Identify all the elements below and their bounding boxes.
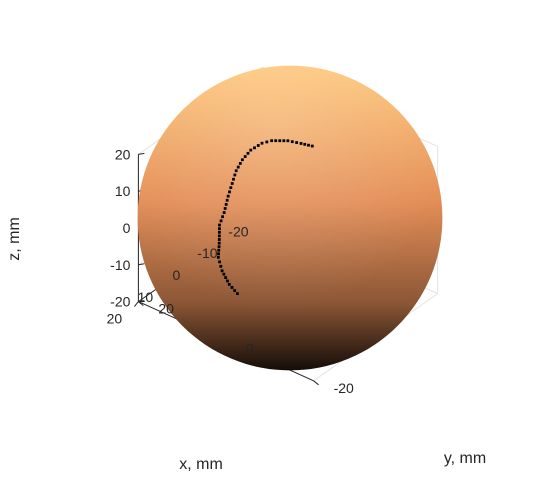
trajectory-point	[221, 215, 224, 219]
trajectory-point	[278, 139, 282, 143]
z-tick-mark	[138, 300, 145, 303]
sphere-highlight	[137, 65, 443, 371]
x-tick-label: 20	[107, 311, 123, 327]
trajectory-point	[265, 140, 269, 144]
trajectory-point	[290, 140, 294, 144]
trajectory-point	[226, 279, 229, 283]
sphere-surface	[137, 65, 443, 371]
trajectory-point	[232, 177, 235, 181]
x-tick-label: 0	[173, 267, 181, 283]
trajectory-point	[222, 272, 226, 276]
trajectory-point	[223, 207, 227, 210]
z-tick-label: -10	[110, 257, 130, 273]
trajectory-point	[256, 144, 260, 147]
trajectory-point	[270, 139, 274, 143]
trajectory-point	[299, 142, 303, 145]
trajectory-point	[218, 227, 221, 231]
trajectory-point	[217, 241, 221, 245]
trajectory-point	[228, 190, 231, 194]
trajectory-point	[282, 139, 286, 143]
trajectory-point	[217, 252, 220, 256]
y-tick-mark	[313, 380, 319, 386]
trajectory-point	[218, 223, 221, 227]
trajectory-point	[217, 230, 221, 234]
trajectory-point	[217, 245, 221, 249]
y-tick-mark	[138, 301, 144, 306]
x-axis-label: x, mm	[179, 456, 223, 473]
x-tick-label: 10	[138, 289, 154, 305]
y-tick-label: 20	[158, 301, 174, 317]
trajectory-point	[295, 141, 299, 144]
trajectory-point	[217, 234, 221, 238]
trajectory-point	[220, 269, 224, 273]
trajectory-point	[224, 202, 228, 206]
trajectory-point	[216, 255, 220, 259]
trajectory-point	[286, 139, 290, 143]
z-tick-label: 10	[115, 183, 131, 199]
trajectory-point	[230, 286, 234, 289]
x-tick-mark	[134, 301, 139, 307]
trajectory-point	[243, 155, 247, 158]
z-tick-label: -20	[110, 294, 130, 310]
x-tick-label: -10	[197, 245, 217, 261]
x-tick-label: -20	[228, 223, 248, 239]
y-axis-label: y, mm	[444, 450, 486, 467]
y-tick-label: -20	[334, 380, 354, 396]
trajectory-point	[222, 211, 226, 214]
z-tick-label: 20	[115, 146, 131, 162]
trajectory-point	[227, 282, 231, 286]
z-axis-label: z, mm	[6, 217, 23, 261]
trajectory-point	[240, 158, 244, 162]
trajectory-point	[249, 148, 253, 152]
trajectory-point	[226, 194, 230, 198]
trajectory-point	[229, 186, 233, 190]
trajectory-point	[218, 260, 221, 264]
trajectory-point	[274, 139, 278, 143]
trajectory-point	[217, 238, 221, 241]
trajectory-point	[233, 173, 237, 177]
trajectory-point	[310, 144, 314, 148]
trajectory-point	[219, 219, 223, 223]
z-tick-mark	[138, 152, 145, 155]
trajectory-point	[225, 198, 229, 202]
trajectory-point	[234, 169, 238, 173]
trajectory-point	[217, 248, 221, 252]
trajectory-point	[303, 142, 307, 146]
trajectory-point	[219, 264, 223, 268]
trajectory-series	[216, 139, 314, 296]
y-tick-label: 0	[246, 340, 254, 356]
trajectory-point	[235, 292, 239, 296]
trajectory-point	[230, 182, 234, 185]
trajectory-point	[236, 165, 240, 169]
trajectory-point	[246, 151, 250, 155]
trajectory-point	[307, 143, 310, 147]
trajectory-point	[253, 146, 256, 150]
trajectory-point	[224, 276, 228, 280]
trajectory-point	[233, 289, 237, 292]
trajectory-point	[260, 141, 264, 145]
z-tick-mark	[138, 263, 145, 266]
trajectory-point	[238, 162, 242, 165]
z-tick-label: 0	[123, 220, 131, 236]
